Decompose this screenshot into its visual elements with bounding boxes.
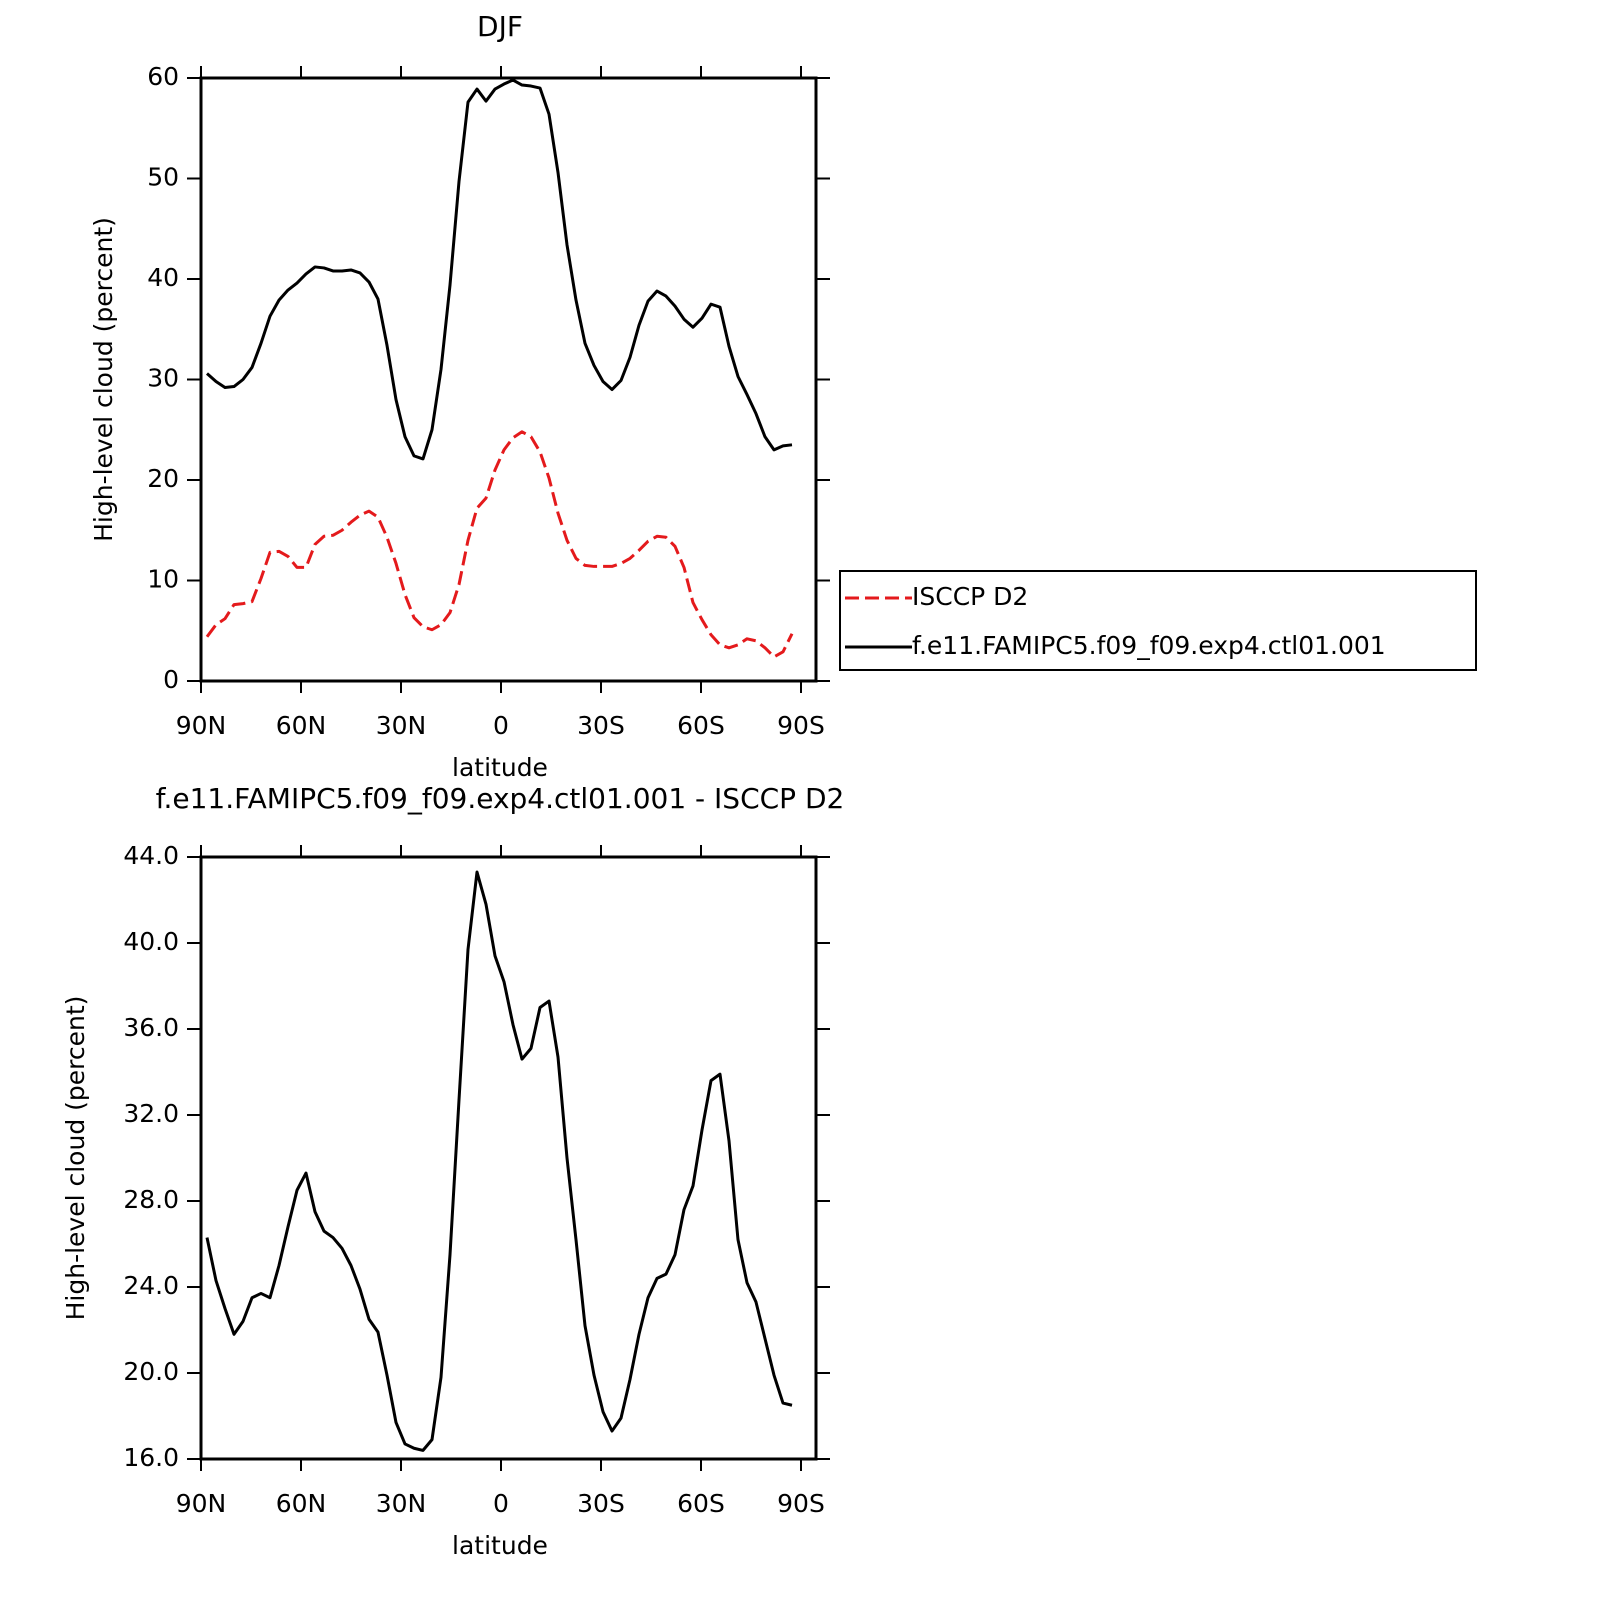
chart-title: f.e11.FAMIPC5.f09_f09.exp4.ctl01.001 - I… [156, 782, 845, 815]
y-tick-label: 20.0 [123, 1357, 179, 1386]
x-tick-label: 90S [777, 1489, 825, 1518]
x-axis-label: latitude [452, 1531, 548, 1560]
y-tick-label: 44.0 [123, 841, 179, 870]
y-tick-label: 36.0 [123, 1013, 179, 1042]
x-tick-label: 30N [376, 1489, 427, 1518]
x-tick-label: 60N [276, 1489, 327, 1518]
x-tick-label: 0 [493, 1489, 509, 1518]
x-tick-label: 30S [577, 711, 625, 740]
x-tick-label: 90S [777, 711, 825, 740]
y-tick-label: 28.0 [123, 1185, 179, 1214]
data-line [205, 430, 794, 659]
y-tick-label: 40 [147, 263, 179, 292]
y-axis-label: High-level cloud (percent) [89, 217, 118, 542]
x-tick-label: 30S [577, 1489, 625, 1518]
x-tick-label: 30N [376, 711, 427, 740]
data-line [205, 870, 793, 1452]
x-tick-label: 60S [677, 711, 725, 740]
y-tick-label: 10 [147, 565, 179, 594]
y-tick-label: 30 [147, 364, 179, 393]
x-tick-label: 90N [176, 1489, 227, 1518]
y-tick-label: 32.0 [123, 1099, 179, 1128]
y-tick-label: 60 [147, 62, 179, 91]
chart-title: DJF [477, 10, 523, 43]
y-axis-label: High-level cloud (percent) [61, 996, 90, 1321]
y-tick-label: 16.0 [123, 1443, 179, 1472]
x-axis-label: latitude [452, 753, 548, 782]
data-line [206, 78, 793, 461]
legend-label: f.e11.FAMIPC5.f09_f09.exp4.ctl01.001 [912, 631, 1386, 660]
legend-box [839, 570, 1477, 671]
y-tick-label: 40.0 [123, 927, 179, 956]
y-tick-label: 20 [147, 464, 179, 493]
x-tick-label: 0 [493, 711, 509, 740]
x-tick-label: 60S [677, 1489, 725, 1518]
legend-label: ISCCP D2 [912, 582, 1028, 611]
plot-frame [199, 855, 818, 1461]
y-tick-label: 0 [163, 665, 179, 694]
y-tick-label: 50 [147, 163, 179, 192]
y-tick-label: 24.0 [123, 1271, 179, 1300]
x-tick-label: 60N [276, 711, 327, 740]
x-tick-label: 90N [176, 711, 227, 740]
plot-frame [199, 76, 818, 683]
